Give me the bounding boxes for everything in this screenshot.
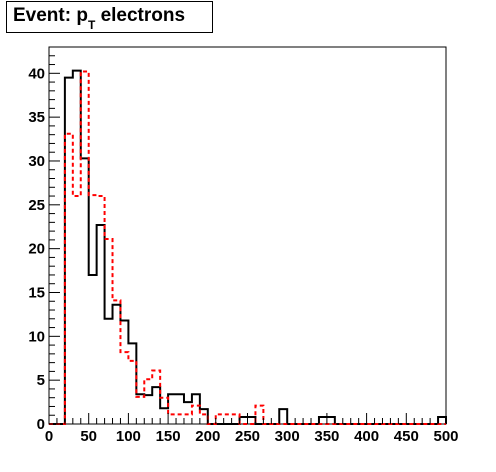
x-tick-label: 250 [235, 428, 260, 445]
chart-title-subscript: T [87, 18, 96, 32]
x-tick-label: 100 [116, 428, 141, 445]
x-tick-label: 150 [156, 428, 181, 445]
x-tick-label: 50 [80, 428, 97, 445]
y-tick-label: 5 [37, 372, 45, 389]
y-tick-label: 35 [28, 109, 45, 126]
y-tick-label: 25 [28, 197, 45, 214]
y-tick-label: 40 [28, 65, 45, 82]
x-tick-label: 300 [275, 428, 300, 445]
axis-layer: 0 50 100 150 200 250 300 350 400 450 500 0 5 10 15 20 25… [28, 46, 459, 445]
x-tick-label: 350 [314, 428, 339, 445]
x-tick-label: 0 [45, 428, 53, 445]
y-tick-label: 15 [28, 284, 45, 301]
chart-title-box: Event: pT electrons [6, 1, 213, 33]
y-tick-label: 20 [28, 241, 45, 258]
series-layer [49, 69, 447, 425]
histogram-series-1 [49, 69, 447, 425]
x-tick-label: 450 [394, 428, 419, 445]
plot-frame [48, 46, 447, 425]
y-tick-label: 10 [28, 328, 45, 345]
x-tick-label: 200 [195, 428, 220, 445]
histogram-series-2 [49, 70, 446, 425]
chart-title-rest: electrons [95, 5, 186, 26]
y-tick-label: 0 [37, 416, 45, 433]
chart-title-main: Event: p [13, 5, 88, 26]
x-tick-label: 500 [433, 428, 458, 445]
y-tick-label: 30 [28, 153, 45, 170]
x-tick-label: 400 [354, 428, 379, 445]
